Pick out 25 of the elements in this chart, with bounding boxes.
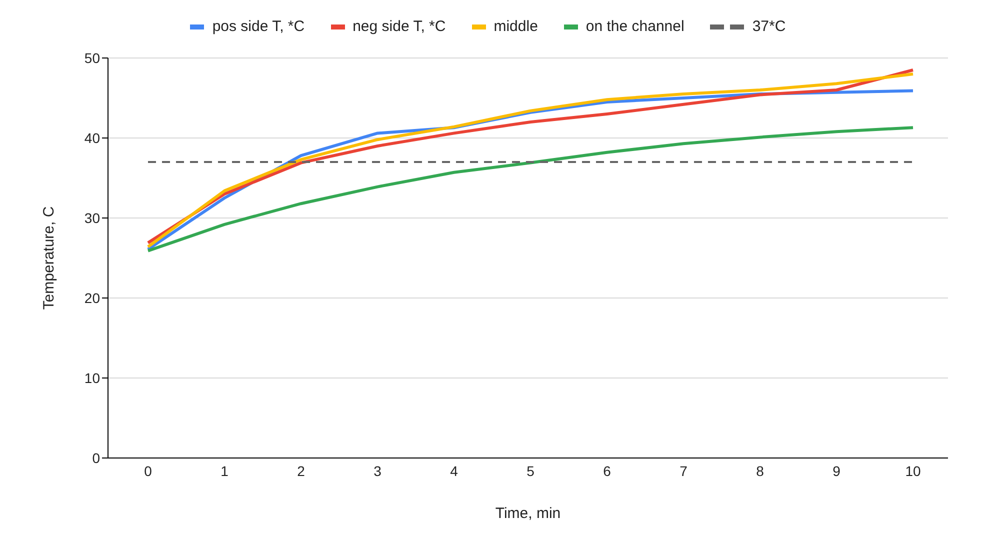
y-tick-label: 10 <box>84 370 100 386</box>
y-tick-label: 30 <box>84 210 100 226</box>
legend-label: on the channel <box>584 18 684 35</box>
x-tick-label: 1 <box>220 462 229 479</box>
y-tick-label: 20 <box>84 290 100 306</box>
legend-label: 37*C <box>751 18 786 35</box>
x-tick-label: 6 <box>603 462 612 479</box>
x-tick-label: 7 <box>680 462 688 479</box>
x-tick-label: 0 <box>144 462 152 479</box>
legend-label: neg side T, *C <box>352 18 446 35</box>
y-tick-label: 50 <box>84 50 100 66</box>
x-tick-label: 9 <box>832 462 841 479</box>
x-tick-label: 4 <box>450 462 458 479</box>
y-axis-title: Temperature, C <box>40 206 58 310</box>
x-tick-label: 2 <box>297 462 306 479</box>
y-tick-label: 40 <box>84 130 100 146</box>
x-tick-label: 8 <box>756 462 764 479</box>
x-tick-label: 10 <box>905 462 921 479</box>
y-tick-label: 0 <box>92 450 100 466</box>
legend-label: middle <box>492 18 538 35</box>
line-series <box>146 126 914 252</box>
x-tick-label: 5 <box>526 462 535 479</box>
legend-label: pos side T, *C <box>211 18 305 35</box>
x-tick-label: 3 <box>374 462 382 479</box>
x-axis-title: Time, min <box>495 505 561 522</box>
